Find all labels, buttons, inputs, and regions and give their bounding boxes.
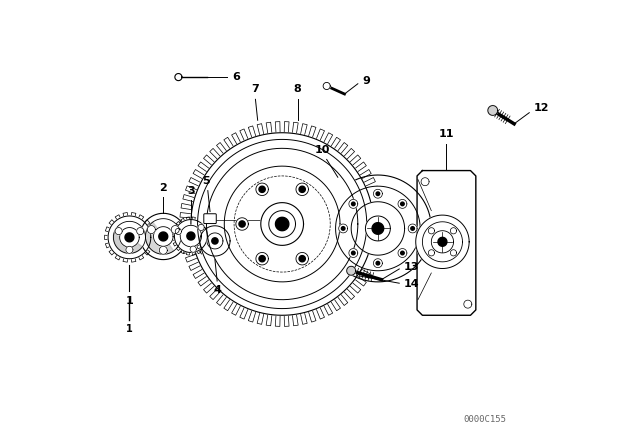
- Polygon shape: [140, 213, 186, 260]
- Polygon shape: [207, 233, 223, 249]
- Polygon shape: [373, 259, 382, 267]
- Polygon shape: [104, 212, 154, 262]
- Polygon shape: [198, 224, 204, 231]
- Polygon shape: [347, 266, 356, 275]
- Polygon shape: [401, 202, 404, 206]
- Polygon shape: [191, 133, 373, 315]
- Polygon shape: [147, 225, 156, 233]
- Polygon shape: [125, 233, 134, 242]
- Polygon shape: [464, 300, 472, 308]
- Polygon shape: [212, 238, 218, 244]
- Polygon shape: [115, 228, 122, 235]
- Polygon shape: [373, 189, 382, 198]
- Text: 1: 1: [126, 324, 133, 334]
- Polygon shape: [428, 228, 435, 234]
- Polygon shape: [323, 82, 330, 90]
- Polygon shape: [113, 221, 145, 254]
- Polygon shape: [269, 211, 296, 237]
- Text: 12: 12: [534, 103, 549, 113]
- Polygon shape: [113, 228, 143, 254]
- Polygon shape: [335, 186, 420, 271]
- Text: 6: 6: [233, 72, 241, 82]
- Polygon shape: [438, 237, 447, 246]
- Polygon shape: [339, 224, 348, 233]
- Polygon shape: [299, 256, 305, 262]
- Polygon shape: [421, 178, 429, 186]
- Polygon shape: [422, 222, 463, 262]
- Polygon shape: [259, 186, 265, 192]
- Polygon shape: [207, 148, 358, 300]
- Polygon shape: [175, 220, 207, 253]
- Text: 1: 1: [125, 296, 133, 306]
- Polygon shape: [172, 217, 210, 255]
- Polygon shape: [260, 202, 303, 246]
- Text: 10: 10: [314, 145, 330, 155]
- Polygon shape: [180, 121, 385, 327]
- Polygon shape: [224, 166, 340, 282]
- Polygon shape: [196, 222, 234, 259]
- Polygon shape: [190, 246, 196, 252]
- Text: 9: 9: [362, 76, 370, 86]
- Polygon shape: [200, 226, 230, 256]
- Polygon shape: [187, 232, 195, 240]
- Polygon shape: [372, 223, 383, 234]
- Polygon shape: [431, 231, 454, 253]
- Polygon shape: [296, 253, 308, 265]
- Text: 14: 14: [404, 279, 419, 289]
- Polygon shape: [349, 199, 358, 208]
- Polygon shape: [198, 139, 367, 309]
- Polygon shape: [408, 224, 417, 233]
- Polygon shape: [145, 222, 173, 254]
- Polygon shape: [428, 250, 435, 256]
- Polygon shape: [351, 202, 355, 206]
- Polygon shape: [488, 106, 498, 116]
- Polygon shape: [126, 246, 133, 254]
- Polygon shape: [398, 249, 407, 258]
- Polygon shape: [175, 228, 182, 235]
- Text: 0000C155: 0000C155: [463, 415, 506, 424]
- Polygon shape: [401, 251, 404, 255]
- Polygon shape: [154, 227, 173, 246]
- Polygon shape: [299, 186, 305, 192]
- Polygon shape: [365, 216, 390, 241]
- Polygon shape: [416, 215, 469, 268]
- Text: 3: 3: [187, 185, 195, 195]
- Text: 7: 7: [252, 84, 259, 94]
- Polygon shape: [256, 183, 268, 195]
- Polygon shape: [351, 202, 404, 255]
- Polygon shape: [411, 227, 414, 230]
- Polygon shape: [451, 228, 456, 234]
- Polygon shape: [172, 225, 179, 233]
- Polygon shape: [120, 228, 140, 247]
- Polygon shape: [108, 216, 151, 259]
- Polygon shape: [175, 73, 182, 81]
- Text: 2: 2: [159, 183, 167, 193]
- Text: 4: 4: [213, 285, 221, 295]
- Polygon shape: [451, 250, 456, 256]
- Polygon shape: [239, 221, 245, 227]
- Polygon shape: [236, 218, 248, 230]
- Polygon shape: [180, 225, 202, 247]
- Polygon shape: [398, 199, 407, 208]
- Polygon shape: [376, 192, 380, 195]
- Polygon shape: [159, 246, 167, 254]
- Polygon shape: [159, 232, 168, 241]
- Polygon shape: [324, 175, 431, 282]
- Text: 5: 5: [203, 176, 211, 186]
- Polygon shape: [259, 256, 265, 262]
- Polygon shape: [349, 249, 358, 258]
- Polygon shape: [137, 228, 144, 235]
- Polygon shape: [351, 251, 355, 255]
- Polygon shape: [376, 261, 380, 265]
- Polygon shape: [341, 227, 345, 230]
- Polygon shape: [275, 217, 289, 231]
- FancyBboxPatch shape: [204, 214, 216, 224]
- Text: 13: 13: [404, 262, 419, 272]
- Polygon shape: [256, 253, 268, 265]
- Text: 8: 8: [294, 84, 301, 94]
- Polygon shape: [145, 219, 181, 254]
- Text: 11: 11: [438, 129, 454, 138]
- Polygon shape: [296, 183, 308, 195]
